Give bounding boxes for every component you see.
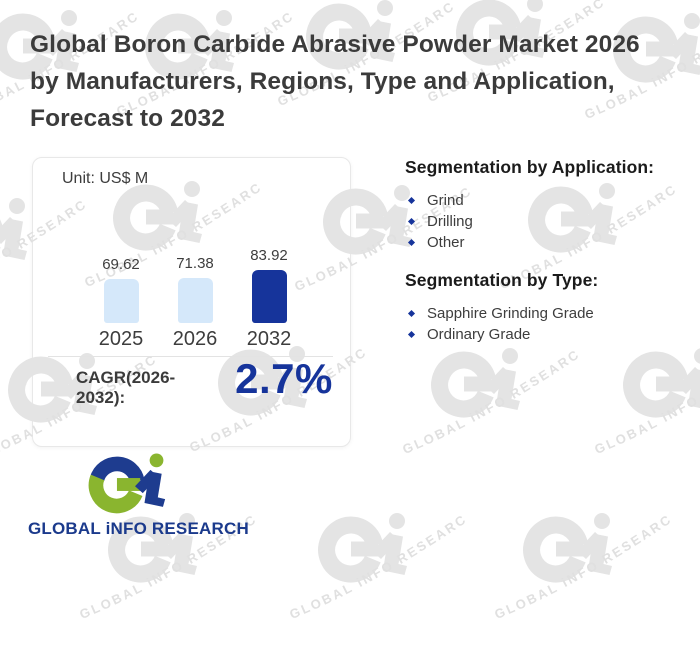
- watermark-icon: GLOBAL iNFO RESEARCH: [357, 324, 580, 457]
- unit-label: Unit: US$ M: [62, 170, 149, 187]
- watermark-icon: GLOBAL iNFO RESEARCH: [549, 324, 700, 457]
- bar-value-label: 69.62: [102, 256, 140, 273]
- page-title: Global Boron Carbide Abrasive Powder Mar…: [30, 26, 678, 137]
- bar-chart: 69.62 2025 71.38 2026 83.92 2032: [89, 245, 301, 350]
- list-item-label: Sapphire Grinding Grade: [427, 305, 594, 322]
- list-item: Grind: [407, 190, 695, 211]
- bar-year-label: 2025: [98, 328, 144, 350]
- list-item: Sapphire Grinding Grade: [407, 303, 695, 324]
- gi-logo: GLOBAL iNFO RESEARCH: [28, 450, 249, 539]
- segmentation-type-heading: Segmentation by Type:: [405, 270, 599, 290]
- diamond-bullet-icon: [407, 196, 416, 205]
- type-list: Sapphire Grinding Grade Ordinary Grade: [405, 303, 695, 345]
- bar-group: 83.92 2032: [237, 247, 301, 350]
- list-item: Ordinary Grade: [407, 324, 695, 345]
- application-list: Grind Drilling Other: [405, 190, 695, 253]
- bar-year-label: 2026: [172, 328, 218, 350]
- list-item: Drilling: [407, 211, 695, 232]
- watermark-icon: GLOBAL iNFO RESEARCH: [244, 489, 467, 622]
- segmentation-panel: Segmentation by Application: Grind Drilli…: [405, 157, 695, 345]
- bar: [251, 270, 287, 323]
- svg-text:GLOBAL iNFO RESEARCH: GLOBAL iNFO RESEARCH: [449, 489, 675, 622]
- list-item: Other: [407, 232, 695, 253]
- cagr-label: CAGR(2026-2032):: [76, 368, 176, 407]
- diamond-bullet-icon: [407, 238, 416, 247]
- bar-value-label: 83.92: [250, 247, 288, 264]
- list-item-label: Other: [427, 234, 465, 251]
- bar: [177, 278, 213, 323]
- watermark-icon: GLOBAL iNFO RESEARCH: [449, 489, 672, 622]
- segmentation-application-heading: Segmentation by Application:: [405, 157, 655, 177]
- gi-logo-icon: [95, 453, 166, 507]
- card-divider: [48, 356, 333, 357]
- bar-group: 71.38 2026: [163, 255, 227, 350]
- title-line-2: by Manufacturers, Regions, Type and Appl…: [30, 68, 615, 95]
- cagr-value: 2.7%: [235, 355, 333, 402]
- bar: [103, 279, 139, 323]
- chart-card: Unit: US$ M 69.62 2025 71.38 2026 83.92 2032 …: [32, 157, 349, 445]
- bar-year-label: 2032: [246, 328, 292, 350]
- diamond-bullet-icon: [407, 217, 416, 226]
- list-item-label: Ordinary Grade: [427, 326, 531, 343]
- svg-text:GLOBAL iNFO RESEARCH: GLOBAL iNFO RESEARCH: [244, 489, 470, 622]
- list-item-label: Grind: [427, 192, 464, 209]
- diamond-bullet-icon: [407, 330, 416, 339]
- diamond-bullet-icon: [407, 309, 416, 318]
- bar-group: 69.62 2025: [89, 256, 153, 350]
- logo-wordmark: GLOBAL iNFO RESEARCH: [28, 519, 249, 538]
- bar-value-label: 71.38: [176, 255, 214, 272]
- title-line-3: Forecast to 2032: [30, 105, 225, 132]
- list-item-label: Drilling: [427, 213, 473, 230]
- title-line-1: Global Boron Carbide Abrasive Powder Mar…: [30, 31, 640, 58]
